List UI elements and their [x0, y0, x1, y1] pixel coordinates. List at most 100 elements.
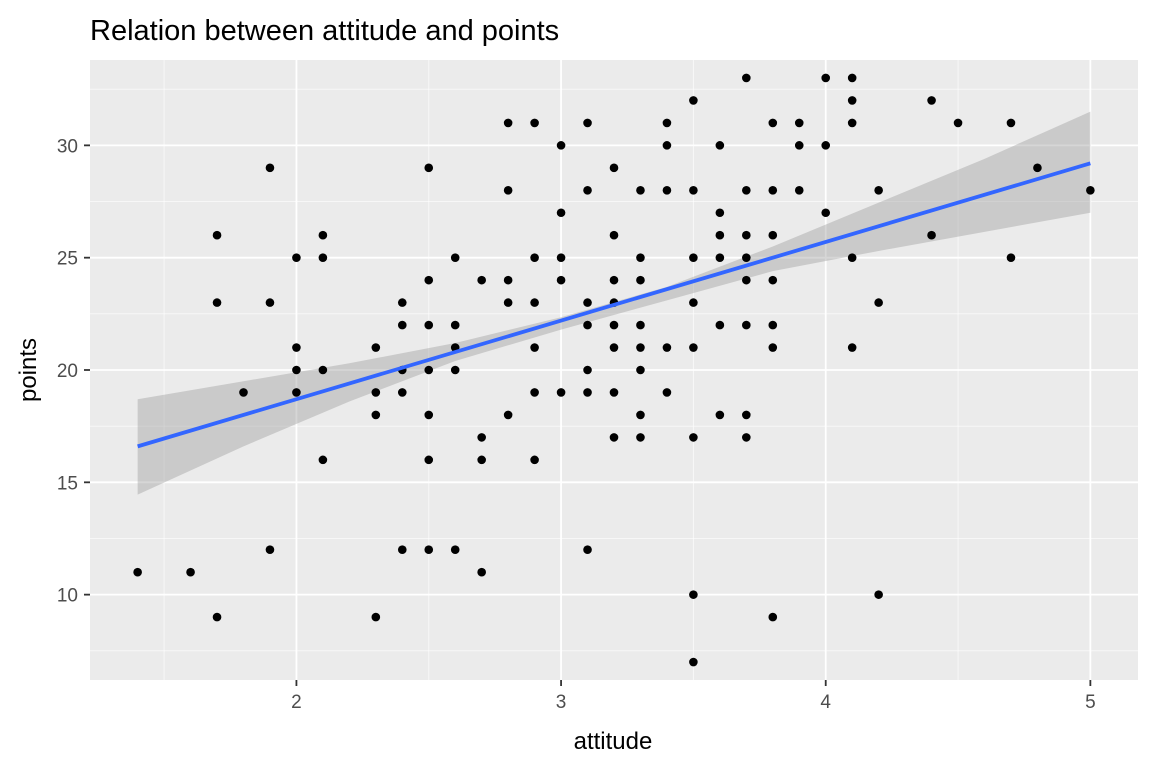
data-point: [503, 410, 513, 420]
data-point: [742, 320, 751, 330]
data-point: [662, 185, 672, 195]
data-point: [292, 365, 301, 375]
data-point: [397, 545, 407, 555]
data-point: [794, 118, 804, 128]
data-point: [609, 343, 619, 352]
data-point: [742, 410, 751, 420]
data-point: [609, 230, 619, 240]
data-point: [689, 185, 698, 195]
data-point: [847, 96, 857, 105]
data-point: [794, 185, 804, 195]
data-point: [556, 253, 566, 262]
x-axis-title: attitude: [574, 728, 653, 755]
data-point: [318, 230, 328, 240]
data-point: [424, 163, 434, 173]
y-axis: 10 15 20 25 30: [57, 136, 90, 607]
data-point: [212, 298, 222, 307]
y-axis-title: points: [15, 338, 42, 402]
data-point: [662, 343, 672, 352]
data-point: [927, 230, 936, 240]
data-point: [424, 545, 434, 555]
data-point: [821, 141, 831, 150]
data-point: [424, 320, 434, 330]
data-point: [742, 185, 751, 195]
data-point: [953, 118, 963, 128]
x-tick-label: 5: [1085, 692, 1096, 713]
data-point: [503, 185, 513, 195]
data-point: [636, 433, 645, 442]
y-tick-label: 20: [57, 361, 78, 382]
data-point: [1006, 253, 1016, 262]
data-point: [662, 388, 672, 397]
data-point: [212, 230, 222, 240]
data-point: [742, 230, 751, 240]
data-point: [424, 365, 434, 375]
data-point: [742, 253, 751, 262]
data-point: [874, 590, 883, 599]
data-point: [133, 567, 142, 577]
data-point: [265, 298, 275, 307]
data-point: [556, 388, 566, 397]
data-point: [636, 185, 645, 195]
data-point: [689, 590, 698, 599]
data-point: [768, 275, 778, 285]
x-tick-label: 3: [556, 692, 567, 713]
data-point: [847, 118, 857, 128]
data-point: [636, 365, 645, 375]
y-tick-label: 30: [57, 136, 78, 157]
data-point: [583, 545, 592, 555]
data-point: [397, 388, 407, 397]
data-point: [424, 410, 434, 420]
data-point: [450, 545, 460, 555]
data-point: [583, 388, 592, 397]
data-point: [1033, 163, 1042, 173]
data-point: [583, 185, 592, 195]
data-point: [689, 298, 698, 307]
data-point: [847, 253, 857, 262]
data-point: [239, 388, 248, 397]
data-point: [450, 320, 460, 330]
data-point: [768, 343, 778, 352]
data-point: [583, 298, 592, 307]
data-point: [609, 275, 619, 285]
data-point: [821, 73, 831, 83]
data-point: [768, 320, 778, 330]
data-point: [1006, 118, 1016, 128]
data-point: [503, 118, 513, 128]
data-point: [689, 96, 698, 105]
data-point: [556, 275, 566, 285]
x-tick-label: 4: [820, 692, 831, 713]
data-point: [186, 567, 195, 577]
data-point: [371, 343, 381, 352]
data-point: [397, 320, 407, 330]
data-point: [847, 73, 857, 83]
data-point: [477, 567, 486, 577]
data-point: [794, 141, 804, 150]
data-point: [715, 253, 725, 262]
data-point: [371, 388, 381, 397]
data-point: [318, 365, 328, 375]
data-point: [742, 433, 751, 442]
data-point: [530, 455, 539, 465]
data-point: [768, 185, 778, 195]
data-point: [318, 455, 328, 465]
data-point: [689, 253, 698, 262]
data-point: [371, 612, 381, 622]
data-point: [715, 141, 725, 150]
data-point: [424, 275, 434, 285]
data-point: [768, 612, 778, 622]
y-tick-label: 15: [57, 473, 78, 494]
data-point: [1086, 185, 1095, 195]
data-point: [768, 230, 778, 240]
data-point: [583, 118, 592, 128]
data-point: [530, 343, 539, 352]
data-point: [742, 275, 751, 285]
y-tick-label: 10: [57, 586, 78, 607]
data-point: [874, 185, 883, 195]
data-point: [715, 208, 725, 218]
data-point: [742, 73, 751, 83]
data-point: [609, 388, 619, 397]
data-point: [292, 343, 301, 352]
